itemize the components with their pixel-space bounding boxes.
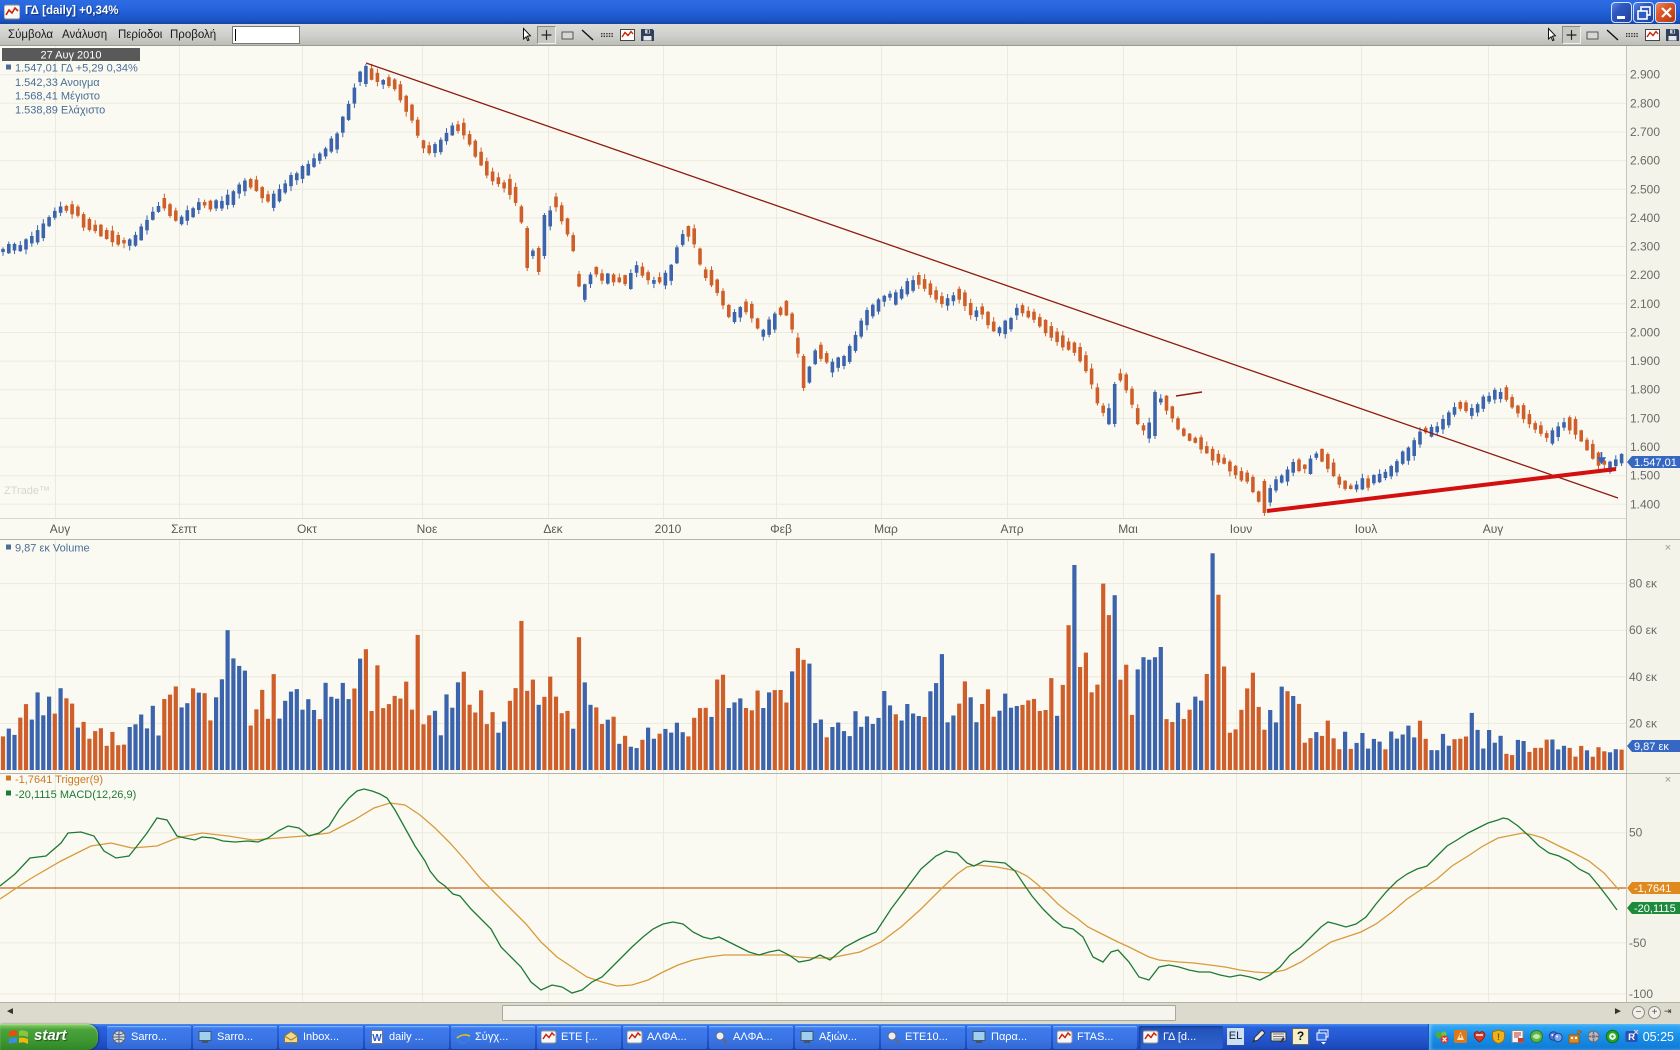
svg-text:-1,7641 Trigger(9): -1,7641 Trigger(9) [15,774,103,786]
svg-text:2.300: 2.300 [1630,240,1660,254]
svg-text:W: W [372,1033,382,1044]
svg-text:-20,1115: -20,1115 [1634,903,1676,915]
svg-text:Σεπτ: Σεπτ [171,522,197,536]
svg-text:27 Αυγ 2010: 27 Αυγ 2010 [40,50,101,62]
svg-text:×: × [1665,774,1671,786]
svg-text:1.542,33 Ανοιγμα: 1.542,33 Ανοιγμα [15,77,100,89]
svg-text:2.800: 2.800 [1630,96,1660,110]
svg-text:80 εκ: 80 εκ [1629,577,1658,591]
svg-text:2010: 2010 [655,522,682,536]
svg-text:9,87 εκ: 9,87 εκ [1634,741,1669,753]
svg-text:2.900: 2.900 [1630,68,1660,82]
svg-text:R: R [1628,1032,1635,1043]
svg-text:-1,7641: -1,7641 [1634,883,1671,895]
svg-text:1.568,41 Μέγιστο: 1.568,41 Μέγιστο [15,91,100,103]
svg-text:40 εκ: 40 εκ [1629,670,1658,684]
svg-text:Μαρ: Μαρ [874,522,898,536]
svg-text:1.700: 1.700 [1630,411,1660,425]
svg-text:60 εκ: 60 εκ [1629,623,1658,637]
svg-text:1.800: 1.800 [1630,383,1660,397]
svg-text:1.900: 1.900 [1630,354,1660,368]
svg-text:50: 50 [1629,826,1643,840]
svg-text:Μαι: Μαι [1118,522,1138,536]
svg-text:Δεκ: Δεκ [543,522,563,536]
svg-text:1.600: 1.600 [1630,440,1660,454]
svg-text:2.000: 2.000 [1630,326,1660,340]
svg-text:1.538,89 Ελάχιστο: 1.538,89 Ελάχιστο [15,105,105,117]
svg-text:Ιουν: Ιουν [1230,522,1253,536]
svg-text:1.547,01 ΓΔ +5,29 0,34%: 1.547,01 ΓΔ +5,29 0,34% [15,63,138,75]
svg-text:1.547,01: 1.547,01 [1634,457,1677,469]
svg-text:!: ! [1497,1032,1500,1042]
svg-text:1.400: 1.400 [1630,497,1660,511]
svg-text:×: × [1665,542,1671,554]
svg-text:2.200: 2.200 [1630,268,1660,282]
svg-text:20 εκ: 20 εκ [1629,716,1658,730]
svg-text:Ιουλ: Ιουλ [1355,522,1378,536]
svg-text:Αυγ: Αυγ [1483,522,1504,536]
svg-text:ZTrade™: ZTrade™ [4,485,50,497]
svg-text:1.500: 1.500 [1630,469,1660,483]
svg-text:9,87 εκ Volume: 9,87 εκ Volume [15,543,90,555]
svg-text:2.600: 2.600 [1630,154,1660,168]
svg-text:2.400: 2.400 [1630,211,1660,225]
svg-text:Οκτ: Οκτ [297,522,317,536]
svg-text:Φεβ: Φεβ [770,522,792,536]
svg-text:Απρ: Απρ [1000,522,1023,536]
svg-text:-100: -100 [1629,987,1653,1001]
svg-text:2.500: 2.500 [1630,182,1660,196]
svg-text:-20,1115 MACD(12,26,9): -20,1115 MACD(12,26,9) [15,789,136,801]
svg-text:Αυγ: Αυγ [50,522,71,536]
svg-text:Νοε: Νοε [417,522,438,536]
svg-text:2.700: 2.700 [1630,125,1660,139]
svg-text:-50: -50 [1629,936,1647,950]
svg-text:2.100: 2.100 [1630,297,1660,311]
